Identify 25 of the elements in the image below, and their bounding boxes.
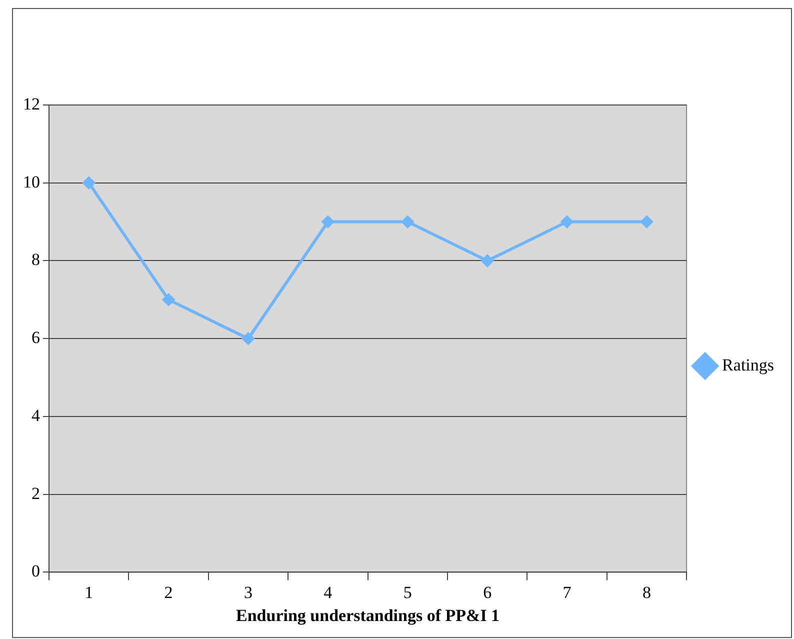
point	[480, 254, 494, 268]
y-tick-label: 0	[32, 562, 40, 581]
point	[82, 176, 96, 190]
x-tick-label: 4	[324, 582, 333, 602]
y-tick-label: 4	[32, 406, 40, 425]
x-tick-label: 2	[164, 582, 173, 602]
y-tick-label: 8	[32, 250, 40, 270]
y-tick-label: 10	[23, 172, 40, 192]
x-tick-label: 8	[642, 582, 651, 602]
legend-label: Ratings	[722, 355, 774, 374]
point	[242, 332, 255, 346]
point	[560, 215, 574, 228]
x-axis-title: Enduring understandings of PP&I 1	[236, 606, 500, 626]
x-tick-label: 7	[562, 582, 572, 602]
y-tick-label: 12	[23, 94, 40, 114]
point	[321, 215, 334, 228]
x-tick-label: 5	[403, 582, 412, 602]
x-tick-label: 3	[244, 582, 252, 602]
y-tick-label: 2	[32, 484, 40, 503]
point	[640, 215, 654, 228]
point	[401, 215, 414, 228]
point	[162, 293, 176, 306]
y-tick-label: 6	[32, 328, 40, 348]
x-tick-label: 6	[483, 582, 492, 602]
x-tick-label: 1	[84, 582, 94, 602]
